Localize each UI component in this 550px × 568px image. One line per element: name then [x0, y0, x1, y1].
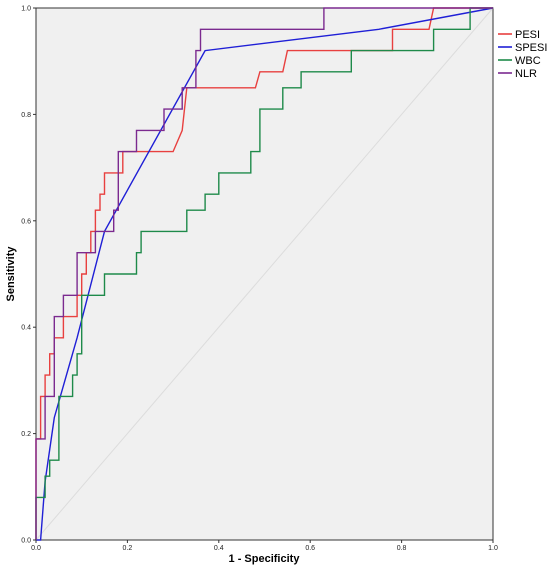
y-tick-label: 0.6: [21, 218, 31, 225]
x-tick-label: 0.8: [397, 545, 407, 552]
x-axis-title: 1 - Specificity: [229, 553, 301, 565]
legend-label-pesi: PESI: [515, 29, 540, 41]
x-tick-label: 0.2: [123, 545, 133, 552]
legend-label-spesi: SPESI: [515, 42, 547, 54]
x-tick-label: 0.4: [214, 545, 224, 552]
y-tick-label: 0.0: [21, 538, 31, 545]
x-tick-label: 0.6: [305, 545, 315, 552]
y-tick-label: 1.0: [21, 6, 31, 13]
series-line-wbc: [35, 7, 493, 540]
series-line-spesi: [36, 7, 494, 541]
y-tick-label: 0.8: [21, 112, 31, 119]
x-tick-label: 0.0: [31, 545, 41, 552]
series-line-nlr: [35, 7, 493, 540]
legend-label-nlr: NLR: [515, 68, 537, 80]
y-tick-label: 0.4: [21, 325, 31, 332]
x-axis-ticks: 0.0 0.2 0.4 0.6 0.8 1.0: [31, 540, 498, 552]
x-tick-label: 1.0: [488, 545, 498, 552]
y-axis-ticks: 0.0 0.2 0.4 0.6 0.8 1.0: [21, 6, 36, 545]
y-axis-title: Sensitivity: [5, 246, 17, 302]
series-line-pesi: [35, 7, 493, 540]
diagonal-reference-line: [35, 7, 494, 541]
legend-label-wbc: WBC: [515, 55, 541, 67]
series-layer: [35, 7, 494, 541]
y-tick-label: 0.2: [21, 431, 31, 438]
